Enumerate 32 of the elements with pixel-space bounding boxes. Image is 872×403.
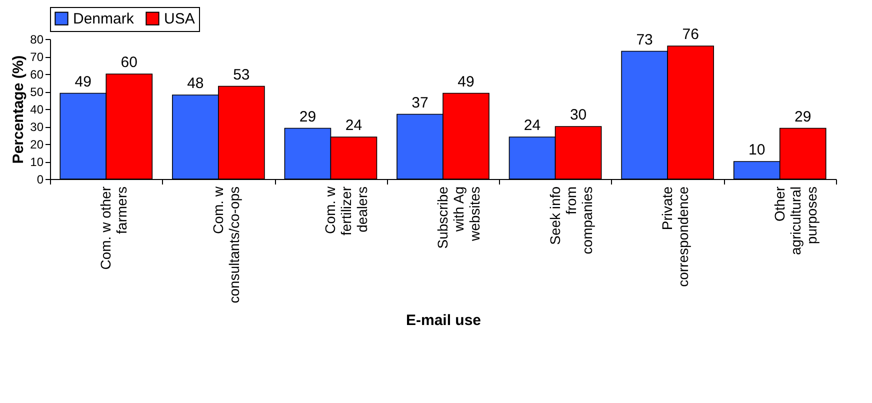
y-tick-label: 80 bbox=[30, 32, 44, 46]
legend-label: USA bbox=[164, 10, 195, 28]
data-label: 48 bbox=[187, 75, 204, 92]
data-label: 73 bbox=[636, 31, 653, 48]
data-label: 76 bbox=[682, 26, 699, 43]
data-label: 53 bbox=[233, 66, 250, 84]
data-label: 30 bbox=[570, 106, 587, 124]
y-tick-label: 70 bbox=[30, 50, 44, 64]
data-label: 24 bbox=[345, 117, 362, 134]
y-tick-label: 10 bbox=[30, 155, 44, 169]
x-tick-label: Com. w fertilizer dealers bbox=[322, 186, 370, 236]
data-label: 60 bbox=[120, 54, 138, 71]
x-tick-label: Com. w other farmers bbox=[98, 186, 130, 270]
y-axis-title: Percentage (%) bbox=[10, 55, 28, 164]
data-label: 49 bbox=[458, 73, 474, 90]
data-label: 10 bbox=[748, 142, 766, 158]
data-label: 29 bbox=[794, 108, 812, 126]
y-tick-label: 20 bbox=[30, 138, 44, 152]
y-tick-label: 0 bbox=[36, 172, 44, 186]
data-label: 37 bbox=[412, 94, 428, 112]
y-tick-label: 60 bbox=[30, 68, 44, 82]
y-tick-label: 30 bbox=[30, 120, 44, 134]
data-label: 49 bbox=[74, 73, 92, 90]
x-axis-title: E-mail use bbox=[406, 312, 482, 330]
legend-label: Denmark bbox=[73, 10, 134, 28]
y-tick-label: 40 bbox=[30, 102, 44, 116]
x-tick-label: Seek info from companies bbox=[546, 186, 595, 254]
x-tick-label: Other agricultural purposes bbox=[771, 186, 820, 255]
x-tick-label: Subscribe with Ag websites bbox=[434, 186, 482, 249]
data-label: 29 bbox=[299, 108, 316, 126]
data-label: 24 bbox=[524, 117, 541, 134]
y-tick-label: 50 bbox=[30, 85, 44, 99]
